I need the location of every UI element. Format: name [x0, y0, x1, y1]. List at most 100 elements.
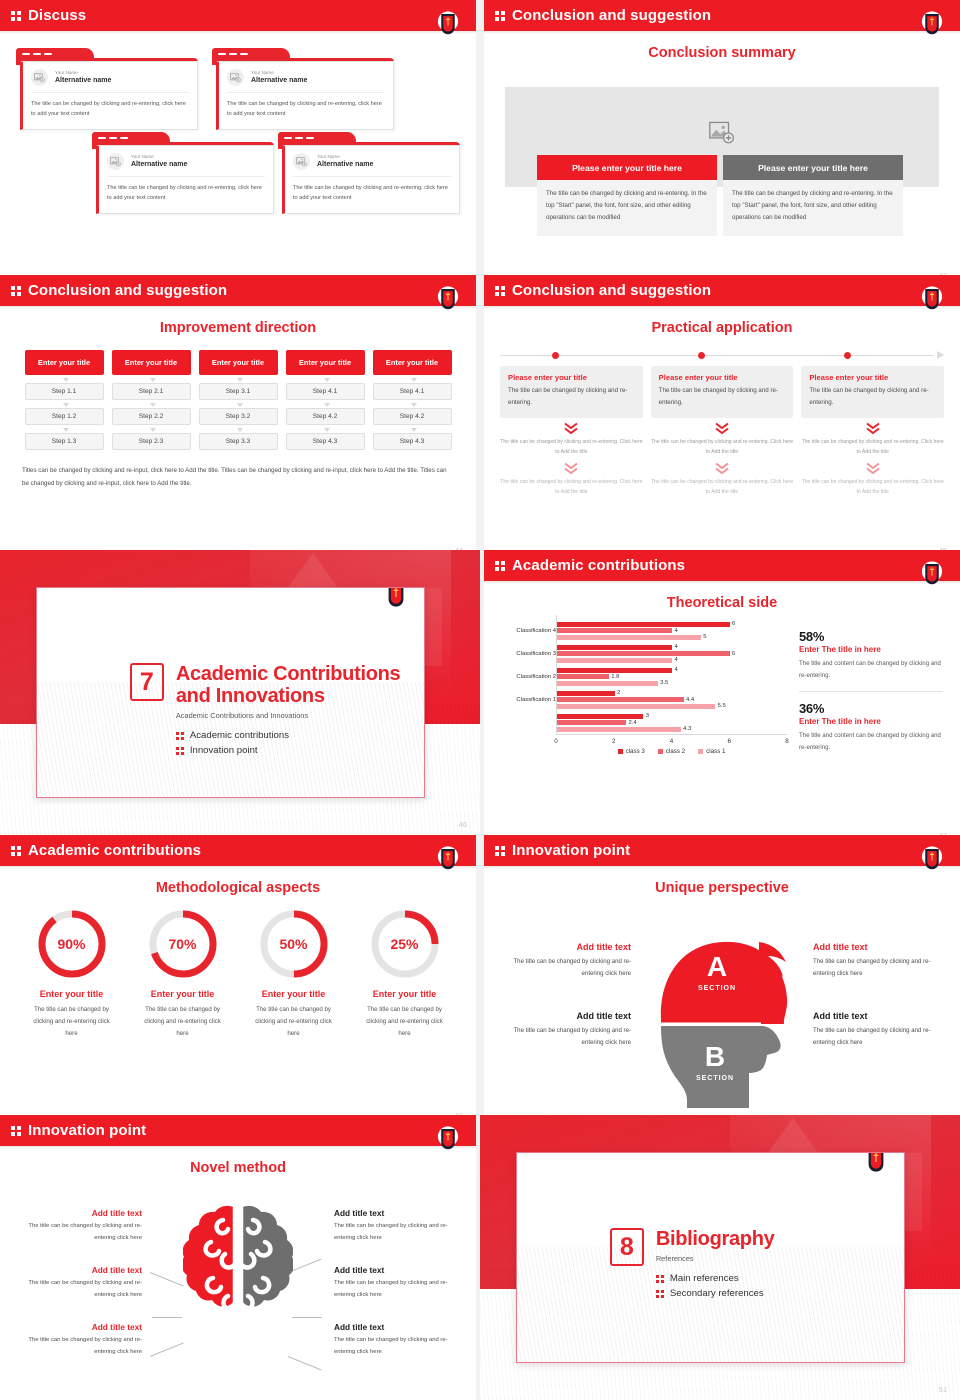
list-item[interactable]: Innovation point [175, 745, 424, 756]
step-item[interactable]: Step 4.3 [285, 428, 365, 450]
folder-card[interactable]: Your Name Alternative name The title can… [212, 48, 394, 130]
donut-title[interactable]: Enter your title [39, 989, 104, 999]
step-item[interactable]: Step 4.3 [372, 428, 452, 450]
stat-title[interactable]: Enter The title in here [799, 645, 881, 654]
header-shadow [0, 31, 476, 34]
image-placeholder-icon[interactable] [709, 121, 735, 150]
category-label: Classification 2 [516, 673, 556, 680]
slide-body: Your Name Alternative name The title can… [0, 48, 476, 275]
leader-line [287, 1356, 322, 1371]
column-title[interactable]: Enter your title [198, 350, 278, 375]
improvement-column: Enter your title Step 2.1 Step 2.2 Step … [111, 350, 191, 450]
step-item[interactable]: Step 4.2 [285, 403, 365, 425]
folder-card[interactable]: Your Name Alternative name The title can… [16, 48, 198, 130]
bar-value: 1.8 [611, 673, 620, 680]
method-block: Add title text The title can be changed … [334, 1208, 462, 1245]
practical-column: Please enter your title The title can be… [801, 366, 945, 498]
folder-sheet: Your Name Alternative name The title can… [282, 145, 460, 214]
slide-cell-51: 8 Bibliography References Main reference… [480, 1115, 960, 1400]
slide-header: Discuss [0, 0, 476, 35]
list-item[interactable]: Academic contributions [175, 730, 424, 741]
block-title[interactable]: Add title text [576, 942, 631, 952]
slide-discuss: Discuss Your Name [0, 0, 476, 275]
folder-card[interactable]: Your Name Alternative name The title can… [92, 132, 274, 214]
page-number: 43 [939, 271, 947, 275]
donut-chart: 25% [369, 908, 441, 980]
stat-percent: 36% [799, 700, 825, 716]
leader-line [292, 1317, 322, 1318]
image-placeholder-icon [227, 69, 244, 86]
block-title[interactable]: Add title text [91, 1265, 142, 1275]
timeline-dot [698, 352, 705, 359]
practical-card[interactable]: Please enter your title The title can be… [650, 366, 794, 419]
donut-title[interactable]: Enter your title [372, 989, 437, 999]
slide-cell-43: Conclusion and suggestion Conclusion sum… [480, 0, 960, 275]
donut-title[interactable]: Enter your title [150, 989, 215, 999]
shield-logo-icon [434, 285, 462, 316]
block-title[interactable]: Add title text [334, 1322, 385, 1332]
column-title[interactable]: Enter your title [285, 350, 365, 375]
block-title[interactable]: Add title text [576, 1011, 631, 1021]
step-item[interactable]: Step 2.2 [111, 403, 191, 425]
block-title[interactable]: Add title text [334, 1265, 385, 1275]
card-description: The title can be changed by clicking and… [31, 101, 186, 118]
step-item[interactable]: Step 4.2 [372, 403, 452, 425]
column-title[interactable]: Enter your title [24, 350, 104, 375]
header-title: Academic contributions [512, 557, 686, 574]
step-item[interactable]: Step 3.1 [198, 378, 278, 400]
card-title: Please enter your title [508, 373, 587, 382]
list-item-label: Secondary references [669, 1288, 764, 1300]
block-body: The title can be changed by clicking and… [28, 1337, 142, 1355]
practical-card[interactable]: Please enter your title The title can be… [801, 366, 945, 419]
block-title[interactable]: Add title text [91, 1208, 142, 1218]
block-title[interactable]: Add title text [813, 1011, 868, 1021]
step-item[interactable]: Step 4.1 [285, 378, 365, 400]
list-item[interactable]: Secondary references [655, 1288, 775, 1300]
step-item[interactable]: Step 4.1 [372, 378, 452, 400]
header-title: Conclusion and suggestion [512, 7, 712, 24]
bar-class1 [557, 634, 701, 640]
card-sub-text: The title can be changed by clicking and… [650, 439, 794, 456]
step-item[interactable]: Step 3.2 [198, 403, 278, 425]
slide-note: Titles can be changed by clicking and re… [22, 467, 447, 488]
practical-columns: Please enter your title The title can be… [500, 366, 945, 498]
folder-card[interactable]: Your Name Alternative name The title can… [278, 132, 460, 214]
step-item[interactable]: Step 2.1 [111, 378, 191, 400]
bar-value: 4 [674, 667, 678, 673]
stat-title[interactable]: Enter The title in here [799, 716, 881, 726]
practical-card[interactable]: Please enter your title The title can be… [500, 366, 643, 419]
double-colon-icon [655, 1274, 664, 1283]
section-card: 7 Academic Contributions and Innovations… [36, 587, 425, 798]
slide-section-bibliography: 8 Bibliography References Main reference… [480, 1115, 960, 1400]
step-item[interactable]: Step 3.3 [198, 428, 278, 450]
step-item[interactable]: Step 1.3 [24, 428, 104, 450]
list-item[interactable]: Main references [655, 1273, 775, 1284]
bar-class2 [557, 628, 672, 633]
column-title[interactable]: Enter your title [111, 350, 191, 375]
bar-value: 5.5 [717, 703, 726, 709]
head-silhouette-icon: A SECTION B SECTION [639, 908, 805, 1113]
column-title[interactable]: Enter your title [372, 350, 452, 375]
slide-header: Conclusion and suggestion [484, 0, 960, 35]
card-alt-name: Alternative name [317, 160, 374, 168]
step-item[interactable]: Step 1.2 [24, 403, 104, 425]
slide-title: Conclusion summary [648, 45, 796, 61]
summary-title-red[interactable]: Please enter your title here [537, 155, 717, 180]
bar-class3 [557, 621, 730, 627]
block-title[interactable]: Add title text [334, 1208, 385, 1218]
block-title[interactable]: Add title text [91, 1322, 142, 1332]
perspective-block: Add title text The title can be changed … [506, 1011, 631, 1049]
step-item[interactable]: Step 1.1 [24, 378, 104, 400]
header-title: Innovation point [28, 1122, 147, 1139]
stat-block: 58% Enter The title in here The title an… [799, 629, 943, 682]
block-title[interactable]: Add title text [813, 942, 868, 952]
legend-label: class 2 [665, 748, 686, 755]
section-subtitle: References [655, 1254, 694, 1264]
slide-header: Academic contributions [0, 835, 476, 870]
page-number: 45 [939, 546, 947, 550]
section-item-list: Academic contributions Innovation point [175, 730, 424, 756]
donut-title[interactable]: Enter your title [261, 989, 326, 999]
donut-item: 70% Enter your title The title can be ch… [134, 908, 232, 1040]
summary-title-gray[interactable]: Please enter your title here [723, 155, 903, 180]
step-item[interactable]: Step 2.3 [111, 428, 191, 450]
